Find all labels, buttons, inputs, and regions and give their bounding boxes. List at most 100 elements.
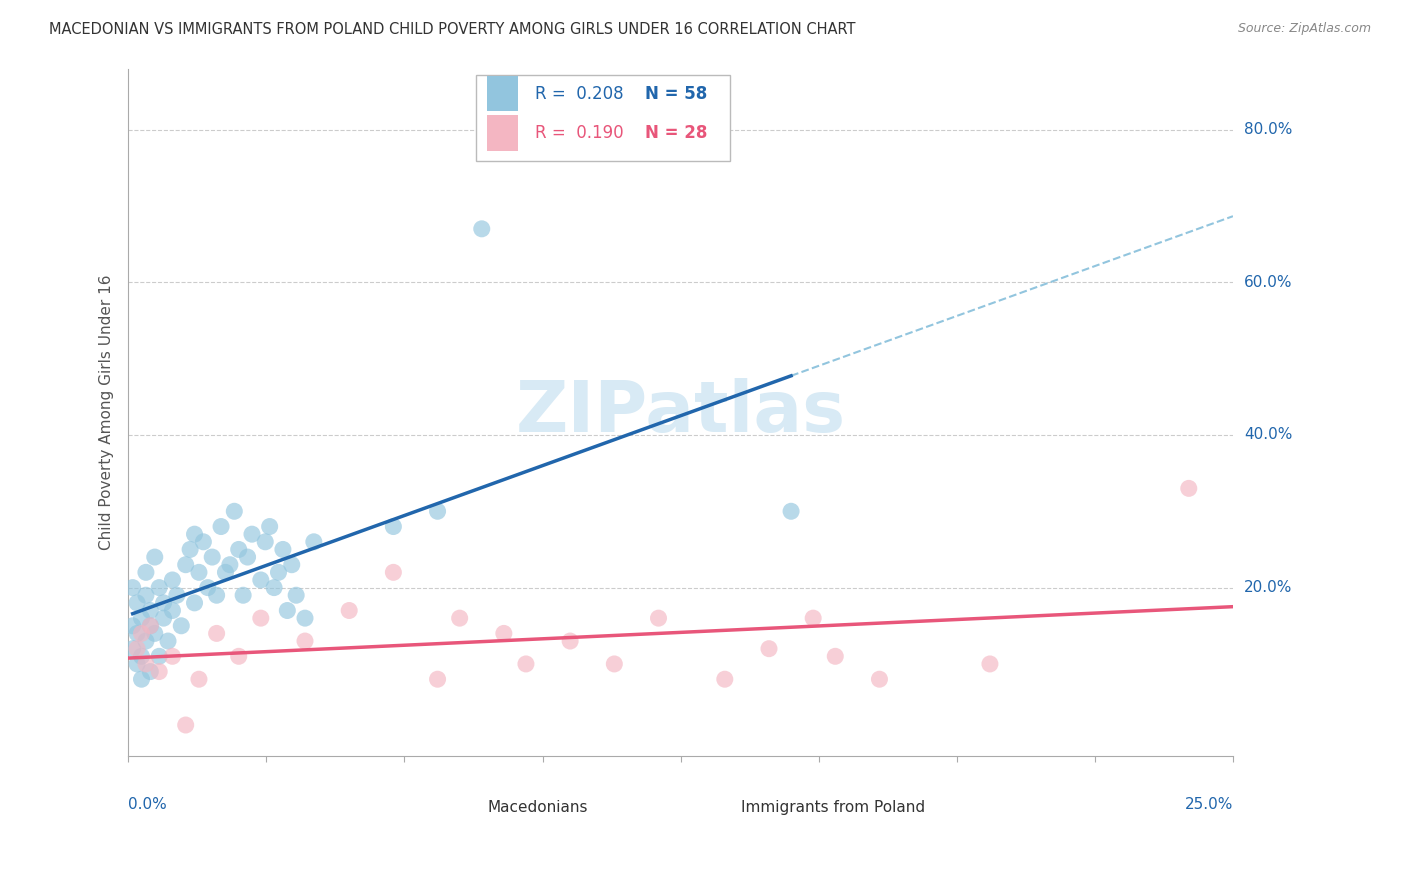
FancyBboxPatch shape xyxy=(709,792,733,822)
Point xyxy=(157,634,180,648)
Point xyxy=(337,603,360,617)
Point xyxy=(281,558,304,572)
Point xyxy=(143,626,166,640)
Point xyxy=(127,596,149,610)
Text: N = 58: N = 58 xyxy=(645,85,707,103)
Point xyxy=(647,611,669,625)
Point xyxy=(131,626,153,640)
Point xyxy=(135,657,157,671)
Text: 0.0%: 0.0% xyxy=(128,797,167,812)
Point xyxy=(209,519,232,533)
Point xyxy=(135,566,157,580)
Point xyxy=(201,550,224,565)
Point xyxy=(294,634,316,648)
Point xyxy=(259,519,281,533)
Text: Immigrants from Poland: Immigrants from Poland xyxy=(741,799,925,814)
Point xyxy=(560,634,582,648)
Point xyxy=(979,657,1001,671)
Point xyxy=(121,581,143,595)
Point xyxy=(869,672,891,686)
FancyBboxPatch shape xyxy=(488,115,519,151)
Point xyxy=(162,573,184,587)
Point xyxy=(139,619,162,633)
Point xyxy=(758,641,780,656)
Point xyxy=(139,603,162,617)
Point xyxy=(131,649,153,664)
Point xyxy=(179,542,201,557)
Point xyxy=(263,581,285,595)
Point xyxy=(205,626,228,640)
Point xyxy=(285,588,308,602)
Point xyxy=(193,534,215,549)
Text: 60.0%: 60.0% xyxy=(1244,275,1292,290)
Point xyxy=(143,550,166,565)
Point xyxy=(603,657,626,671)
Point xyxy=(188,566,211,580)
Point xyxy=(214,566,236,580)
Point xyxy=(492,626,515,640)
Point xyxy=(224,504,246,518)
Point xyxy=(197,581,219,595)
Point xyxy=(127,641,149,656)
Point xyxy=(471,222,494,236)
Y-axis label: Child Poverty Among Girls Under 16: Child Poverty Among Girls Under 16 xyxy=(100,274,114,549)
Point xyxy=(426,504,449,518)
Point xyxy=(250,573,273,587)
FancyBboxPatch shape xyxy=(477,76,730,161)
Text: R =  0.190: R = 0.190 xyxy=(534,124,623,142)
Point xyxy=(127,626,149,640)
Point xyxy=(183,527,205,541)
Text: R =  0.208: R = 0.208 xyxy=(534,85,623,103)
Text: 25.0%: 25.0% xyxy=(1185,797,1233,812)
Point xyxy=(824,649,846,664)
Point xyxy=(228,649,250,664)
Point xyxy=(139,665,162,679)
Point xyxy=(152,596,174,610)
Point xyxy=(236,550,259,565)
Text: Macedonians: Macedonians xyxy=(488,799,588,814)
Point xyxy=(166,588,188,602)
Point xyxy=(780,504,803,518)
Point xyxy=(135,588,157,602)
Point xyxy=(515,657,537,671)
Point xyxy=(1178,481,1201,495)
Point xyxy=(152,611,174,625)
Point xyxy=(382,566,405,580)
Point xyxy=(714,672,737,686)
Point xyxy=(240,527,263,541)
Text: 20.0%: 20.0% xyxy=(1244,580,1292,595)
Point xyxy=(219,558,242,572)
Point xyxy=(183,596,205,610)
Point xyxy=(127,657,149,671)
Point xyxy=(426,672,449,686)
Point xyxy=(276,603,298,617)
Point xyxy=(250,611,273,625)
Point xyxy=(174,718,197,732)
Text: 80.0%: 80.0% xyxy=(1244,122,1292,137)
Point xyxy=(121,641,143,656)
Point xyxy=(121,619,143,633)
FancyBboxPatch shape xyxy=(488,76,519,112)
Point xyxy=(228,542,250,557)
Point xyxy=(271,542,294,557)
Text: N = 28: N = 28 xyxy=(645,124,707,142)
Point xyxy=(801,611,824,625)
Point xyxy=(267,566,290,580)
Point xyxy=(174,558,197,572)
Point xyxy=(302,534,325,549)
Point xyxy=(148,665,170,679)
Point xyxy=(382,519,405,533)
FancyBboxPatch shape xyxy=(454,792,478,822)
Point xyxy=(135,634,157,648)
Text: 40.0%: 40.0% xyxy=(1244,427,1292,442)
Point xyxy=(131,611,153,625)
Point xyxy=(131,672,153,686)
Text: ZIPatlas: ZIPatlas xyxy=(516,377,845,447)
Point xyxy=(162,603,184,617)
Point xyxy=(170,619,193,633)
Text: MACEDONIAN VS IMMIGRANTS FROM POLAND CHILD POVERTY AMONG GIRLS UNDER 16 CORRELAT: MACEDONIAN VS IMMIGRANTS FROM POLAND CHI… xyxy=(49,22,856,37)
Point xyxy=(449,611,471,625)
Point xyxy=(162,649,184,664)
Point xyxy=(254,534,277,549)
Point xyxy=(188,672,211,686)
